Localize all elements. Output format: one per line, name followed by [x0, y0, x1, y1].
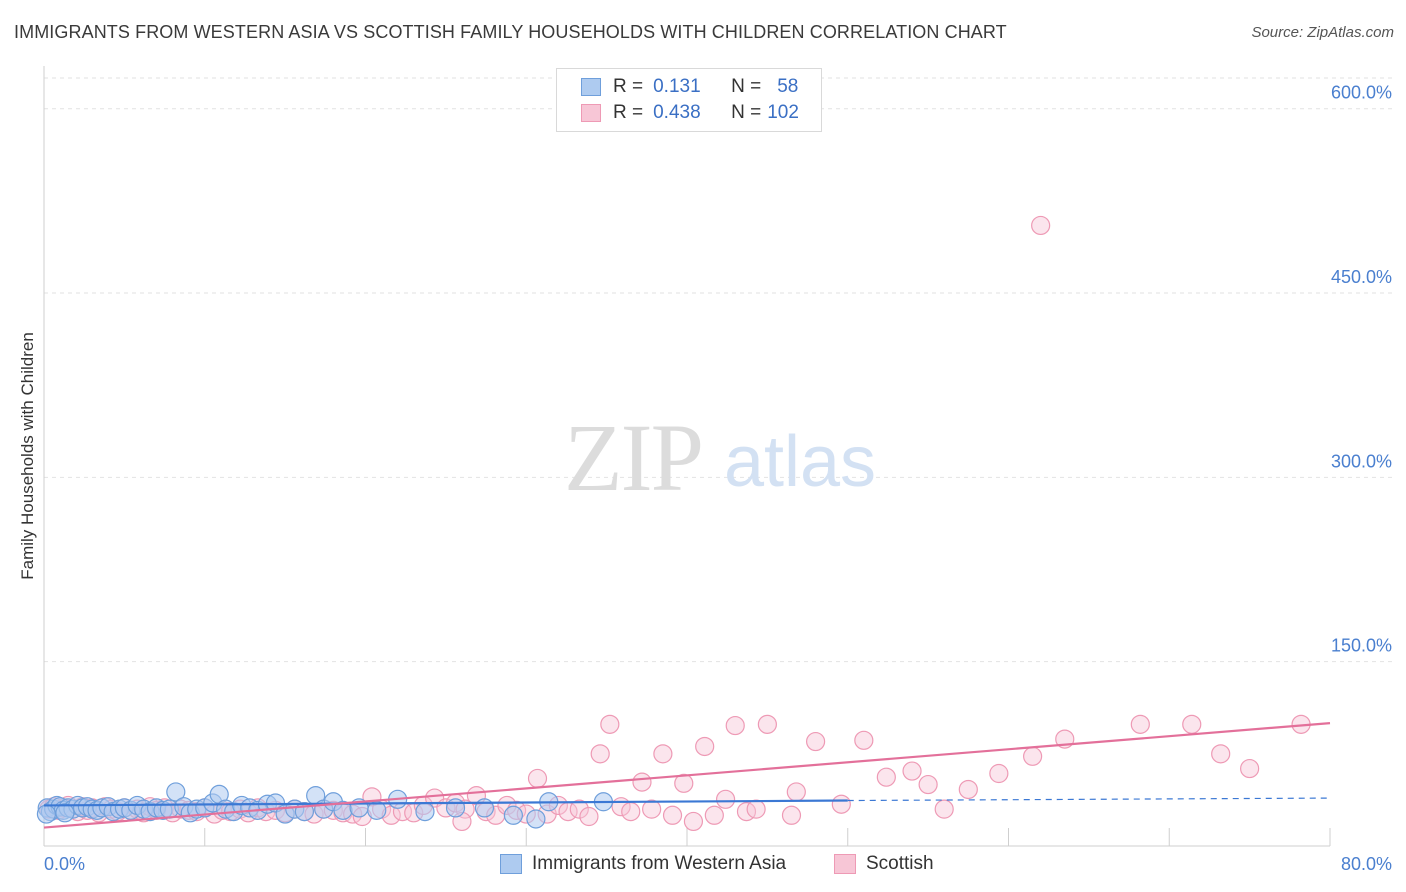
scottish-point — [958, 779, 978, 800]
scottish-point — [746, 799, 766, 819]
bottom-legend-swatch-pink — [834, 854, 856, 874]
x-tick-label-right: 80.0% — [1341, 854, 1392, 874]
western-asia-point — [415, 801, 435, 822]
correlation-legend: R = 0.131 N = 58 R = 0.438 N = 102 — [556, 68, 822, 132]
western-asia-point — [166, 782, 186, 802]
bottom-legend-swatch-blue — [500, 854, 522, 874]
gridlines — [44, 77, 1392, 663]
tick-labels: 150.0% 300.0% 450.0% 600.0% 0.0% 80.0% — [44, 83, 1392, 874]
legend-r-label: R = — [613, 76, 644, 97]
watermark-zip: ZIP — [564, 404, 702, 511]
scottish-point — [674, 773, 694, 793]
legend-n-value: 102 — [767, 102, 799, 123]
scottish-trend-line — [43, 722, 1331, 829]
legend-n-label: N = — [731, 102, 762, 123]
scottish-point — [600, 714, 620, 734]
y-tick-label: 450.0% — [1331, 267, 1392, 287]
scottish-point — [1130, 714, 1150, 734]
bottom-legend-label-scottish: Scottish — [866, 853, 934, 874]
western-asia-point — [503, 805, 523, 825]
bottom-legend-scottish: Scottish — [834, 850, 934, 878]
western-asia-point — [445, 798, 466, 818]
scottish-point — [1211, 744, 1231, 764]
scottish-point — [1031, 215, 1051, 236]
scottish-point — [918, 774, 938, 795]
scottish-point — [1023, 746, 1043, 766]
scottish-point — [781, 805, 802, 825]
source-label: Source: ZipAtlas.com — [1251, 24, 1394, 41]
y-tick-label: 150.0% — [1331, 636, 1392, 656]
y-tick-label: 600.0% — [1331, 83, 1392, 103]
scottish-point — [989, 763, 1009, 784]
scottish-point — [786, 782, 806, 802]
legend-row-western-asia: R = 0.131 N = 58 — [581, 75, 798, 99]
legend-r-value: 0.131 — [653, 76, 701, 97]
scottish-point — [1240, 758, 1260, 779]
western-asia-point — [55, 803, 75, 823]
scottish-point — [662, 805, 683, 825]
scottish-point — [695, 736, 715, 757]
western-asia-point — [36, 804, 57, 824]
scottish-point — [579, 806, 599, 827]
scottish-point — [642, 799, 662, 819]
watermark-atlas: atlas — [724, 422, 876, 502]
chart-title: IMMIGRANTS FROM WESTERN ASIA VS SCOTTISH… — [14, 22, 1007, 42]
y-axis-label: Family Households with Children — [18, 332, 37, 580]
scottish-point — [653, 744, 673, 764]
legend-r-label: R = — [613, 102, 644, 123]
scottish-point — [632, 772, 652, 792]
scottish-point — [757, 714, 777, 734]
scottish-point — [902, 761, 922, 781]
bottom-legend-western-asia: Immigrants from Western Asia — [500, 850, 786, 878]
bottom-legend-label-western-asia: Immigrants from Western Asia — [532, 853, 787, 874]
legend-n-label: N = — [731, 76, 762, 97]
scottish-point — [805, 731, 826, 752]
western-asia-trend-line — [43, 799, 848, 807]
trend-lines — [43, 722, 1331, 829]
x-tick-label-left: 0.0% — [44, 854, 85, 874]
western-asia-point — [526, 809, 546, 829]
scottish-point — [934, 799, 954, 819]
scottish-point — [590, 744, 610, 764]
y-tick-label: 300.0% — [1331, 451, 1392, 471]
scottish-point — [854, 730, 874, 750]
legend-swatch-pink — [581, 104, 601, 122]
scottish-point — [831, 794, 851, 814]
legend-n-value: 58 — [777, 76, 799, 97]
axes — [43, 66, 1331, 847]
scottish-point — [527, 768, 548, 789]
western-asia-trend-extension — [847, 797, 1331, 802]
legend-swatch-blue — [581, 78, 601, 96]
scottish-point — [704, 805, 724, 825]
watermark: ZIP atlas — [564, 404, 876, 511]
scottish-point — [1182, 714, 1202, 734]
scottish-point — [683, 811, 704, 832]
scottish-points — [39, 215, 1311, 832]
legend-row-scottish: R = 0.438 N = 102 — [581, 101, 799, 125]
scottish-point — [715, 789, 736, 809]
scottish-point — [621, 801, 641, 822]
scottish-point — [876, 767, 896, 787]
scottish-point — [725, 715, 745, 736]
western-asia-point — [474, 798, 495, 818]
scottish-point — [569, 799, 589, 819]
legend-r-value: 0.438 — [653, 102, 701, 123]
